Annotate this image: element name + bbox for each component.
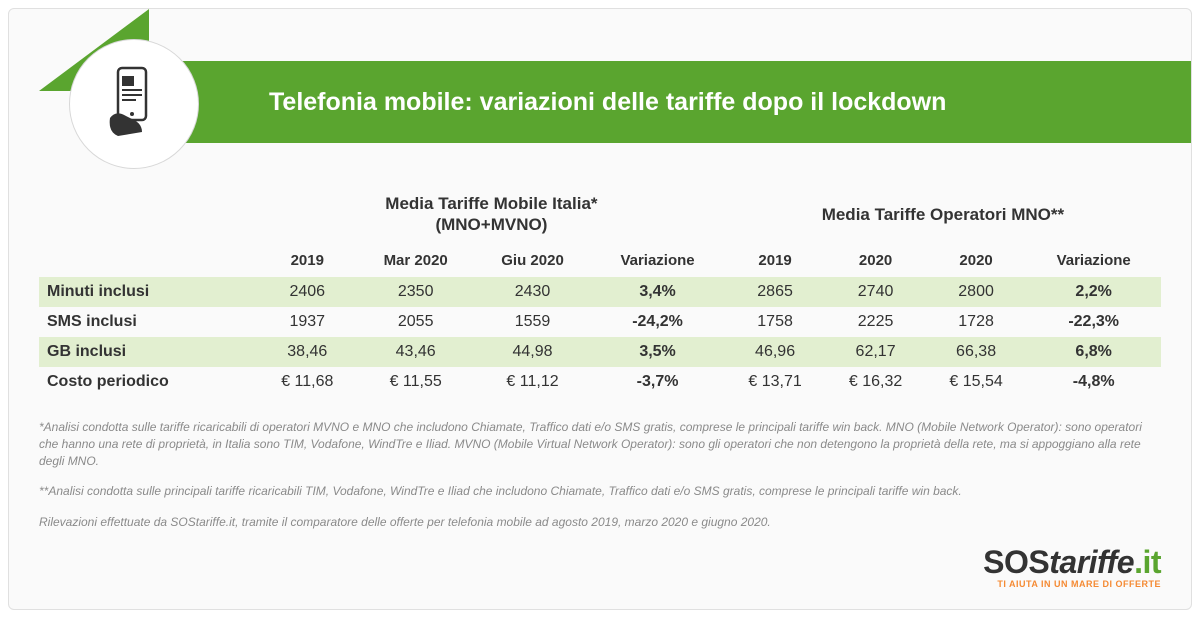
tariff-table: Media Tariffe Mobile Italia* (MNO+MVNO) … xyxy=(39,189,1161,397)
cell: 44,98 xyxy=(475,337,590,367)
cell: € 11,68 xyxy=(258,367,357,397)
header-band: Telefonia mobile: variazioni delle tarif… xyxy=(9,9,1191,159)
footnote-2: **Analisi condotta sulle principali tari… xyxy=(39,483,1161,500)
cell-variation: 6,8% xyxy=(1026,337,1161,367)
cell: 38,46 xyxy=(258,337,357,367)
sub-header-left-3: Variazione xyxy=(590,246,725,277)
cell: 2800 xyxy=(926,277,1027,307)
sub-header-right-0: 2019 xyxy=(725,246,826,277)
table-body: Minuti inclusi 2406 2350 2430 3,4% 2865 … xyxy=(39,277,1161,397)
cell: 2430 xyxy=(475,277,590,307)
sub-header-right-3: Variazione xyxy=(1026,246,1161,277)
logo-tagline: TI AIUTA IN UN MARE DI OFFERTE xyxy=(983,579,1161,589)
cell: € 15,54 xyxy=(926,367,1027,397)
cell: 1937 xyxy=(258,307,357,337)
cell: 2055 xyxy=(357,307,475,337)
group-header-row: Media Tariffe Mobile Italia* (MNO+MVNO) … xyxy=(39,189,1161,246)
table-row: SMS inclusi 1937 2055 1559 -24,2% 1758 2… xyxy=(39,307,1161,337)
footnote-3: Rilevazioni effettuate da SOStariffe.it,… xyxy=(39,514,1161,531)
cell: 1758 xyxy=(725,307,826,337)
row-label: Costo periodico xyxy=(39,367,258,397)
group-header-empty xyxy=(39,189,258,246)
cell: 2740 xyxy=(825,277,926,307)
sub-header-left-0: 2019 xyxy=(258,246,357,277)
cell: 2350 xyxy=(357,277,475,307)
group-header-right: Media Tariffe Operatori MNO** xyxy=(725,189,1161,246)
table-row: Minuti inclusi 2406 2350 2430 3,4% 2865 … xyxy=(39,277,1161,307)
logo-text: SOStariffe.it xyxy=(983,544,1161,581)
tariff-table-wrap: Media Tariffe Mobile Italia* (MNO+MVNO) … xyxy=(39,189,1161,397)
cell-variation: 2,2% xyxy=(1026,277,1161,307)
cell: € 11,12 xyxy=(475,367,590,397)
cell-variation: -22,3% xyxy=(1026,307,1161,337)
sub-header-left-1: Mar 2020 xyxy=(357,246,475,277)
row-label: SMS inclusi xyxy=(39,307,258,337)
sub-header-rowlabel xyxy=(39,246,258,277)
brand-logo: SOStariffe.it TI AIUTA IN UN MARE DI OFF… xyxy=(983,544,1161,589)
cell: 2865 xyxy=(725,277,826,307)
cell: 66,38 xyxy=(926,337,1027,367)
cell: 43,46 xyxy=(357,337,475,367)
cell: 62,17 xyxy=(825,337,926,367)
cell: € 11,55 xyxy=(357,367,475,397)
row-label: Minuti inclusi xyxy=(39,277,258,307)
infographic-card: Telefonia mobile: variazioni delle tarif… xyxy=(8,8,1192,610)
cell: 1728 xyxy=(926,307,1027,337)
cell: 2406 xyxy=(258,277,357,307)
table-row: GB inclusi 38,46 43,46 44,98 3,5% 46,96 … xyxy=(39,337,1161,367)
sub-header-right-1: 2020 xyxy=(825,246,926,277)
footnote-1: *Analisi condotta sulle tariffe ricarica… xyxy=(39,419,1161,469)
cell: 1559 xyxy=(475,307,590,337)
group-header-left: Media Tariffe Mobile Italia* (MNO+MVNO) xyxy=(258,189,725,246)
table-row: Costo periodico € 11,68 € 11,55 € 11,12 … xyxy=(39,367,1161,397)
cell-variation: -4,8% xyxy=(1026,367,1161,397)
cell-variation: 3,4% xyxy=(590,277,725,307)
cell: 2225 xyxy=(825,307,926,337)
cell: € 13,71 xyxy=(725,367,826,397)
sub-header-right-2: 2020 xyxy=(926,246,1027,277)
sub-header-left-2: Giu 2020 xyxy=(475,246,590,277)
row-label: GB inclusi xyxy=(39,337,258,367)
sub-header-row: 2019 Mar 2020 Giu 2020 Variazione 2019 2… xyxy=(39,246,1161,277)
icon-circle xyxy=(69,39,199,169)
cell: 46,96 xyxy=(725,337,826,367)
cell-variation: -3,7% xyxy=(590,367,725,397)
cell-variation: -24,2% xyxy=(590,307,725,337)
cell-variation: 3,5% xyxy=(590,337,725,367)
cell: € 16,32 xyxy=(825,367,926,397)
title-bar: Telefonia mobile: variazioni delle tarif… xyxy=(149,61,1191,143)
page-title: Telefonia mobile: variazioni delle tarif… xyxy=(269,88,946,117)
footnotes: *Analisi condotta sulle tariffe ricarica… xyxy=(39,419,1161,545)
phone-hand-icon xyxy=(106,66,162,143)
